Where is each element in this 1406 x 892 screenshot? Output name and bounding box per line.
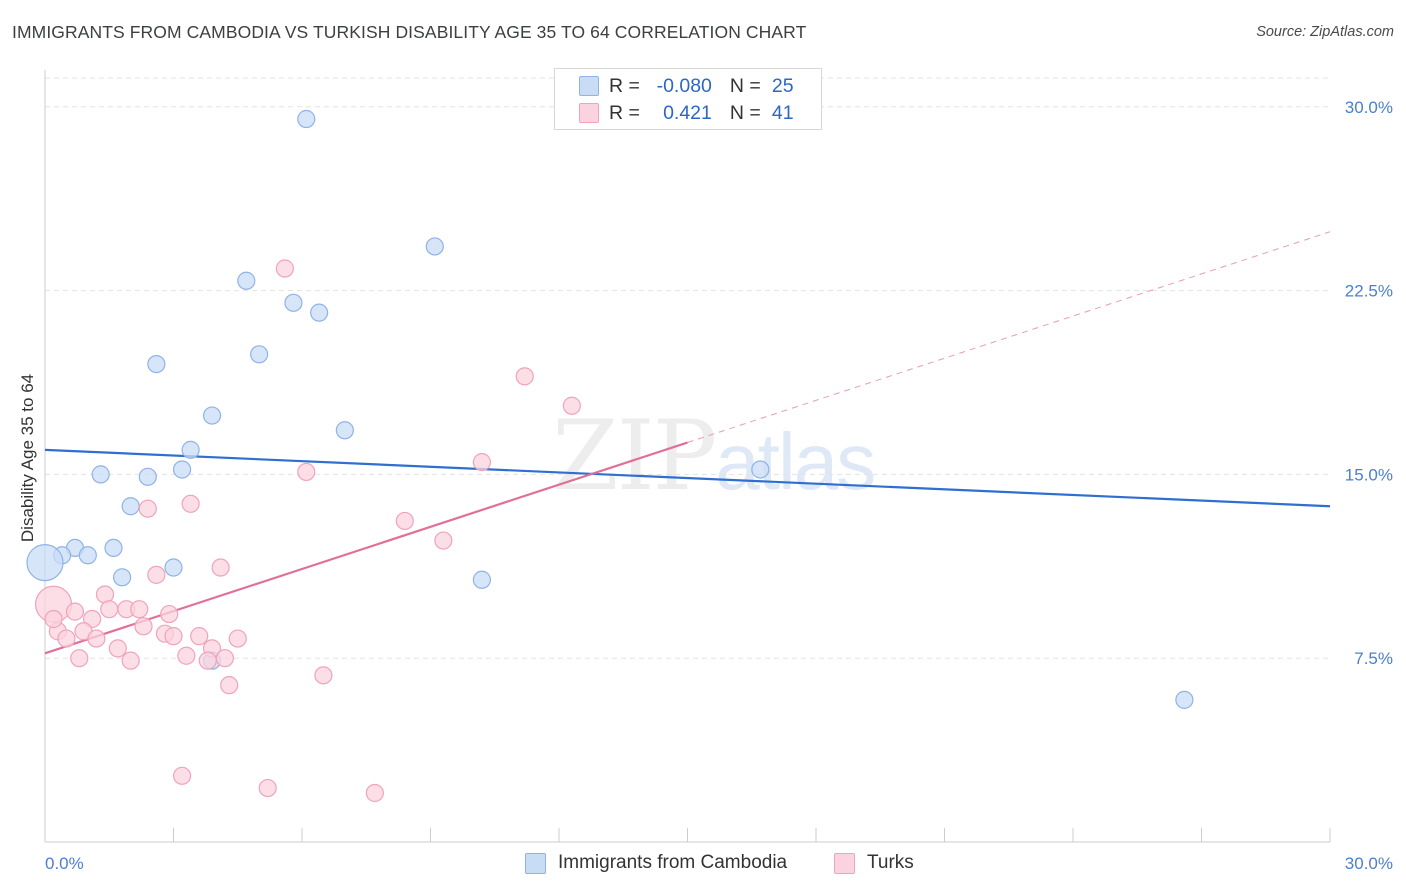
tick-labels: 7.5% 15.0% 22.5% 30.0% 0.0% 30.0% Disability A… — [18, 98, 1393, 873]
point-turks — [65, 602, 85, 621]
point-turks — [515, 367, 534, 386]
point-cambodia — [335, 421, 354, 440]
legend-r-value: 0.421 — [663, 101, 712, 124]
point-turks — [164, 627, 183, 646]
legend-n-value: 25 — [771, 74, 794, 97]
point-turks — [211, 558, 230, 577]
point-cambodia — [172, 460, 192, 479]
point-turks — [108, 639, 127, 658]
legend-n-value: 41 — [771, 101, 794, 124]
point-turks — [228, 629, 247, 648]
point-cambodia — [425, 237, 444, 256]
source-label: Source: ZipAtlas.com — [1256, 24, 1394, 40]
point-cambodia — [104, 538, 123, 558]
point-cambodia — [78, 546, 97, 565]
point-cambodia — [138, 467, 157, 486]
point-turks — [297, 462, 316, 482]
point-turks — [275, 259, 294, 278]
point-turks — [147, 565, 166, 584]
point-cambodia — [164, 558, 183, 577]
point-turks — [138, 499, 157, 518]
trend-line-cambodia — [44, 448, 1331, 508]
point-turks — [434, 531, 453, 550]
point-turks — [87, 629, 106, 648]
legend-swatch-blue — [579, 76, 599, 96]
point-turks — [215, 649, 234, 668]
point-cambodia — [112, 568, 132, 587]
watermark-zip: ZIP — [552, 400, 717, 512]
point-turks — [190, 627, 209, 646]
point-turks — [121, 651, 140, 670]
axes — [44, 70, 1331, 843]
trend-lines — [44, 231, 1331, 655]
point-cambodia — [250, 345, 269, 364]
watermark: ZIPatlas — [552, 400, 876, 512]
point-turks — [220, 676, 239, 695]
legend-label-cambodia: Immigrants from Cambodia — [558, 852, 788, 873]
x-tick-label: 0.0% — [45, 854, 84, 873]
point-turks — [181, 494, 200, 513]
point-cambodia — [310, 303, 329, 322]
chart-title: IMMIGRANTS FROM CAMBODIA VS TURKISH DISA… — [12, 22, 807, 42]
point-turks — [314, 666, 333, 685]
y-tick-label: 30.0% — [1345, 98, 1393, 117]
point-turks — [44, 609, 63, 629]
stats-legend: R = -0.080 N = 25 R = 0.421 N = 41 — [554, 68, 822, 130]
legend-r-label: R = — [609, 74, 640, 97]
legend-n-label: N = — [729, 101, 761, 124]
point-turks — [100, 600, 119, 619]
point-turks — [70, 649, 89, 668]
watermark-atlas: atlas — [715, 417, 876, 506]
legend-swatch-blue — [525, 852, 546, 874]
point-turks — [57, 629, 76, 648]
point-cambodia — [121, 497, 140, 516]
point-turks — [130, 600, 149, 619]
point-turks — [365, 783, 384, 803]
point-cambodia — [147, 354, 166, 374]
y-tick-label: 15.0% — [1345, 465, 1393, 484]
legend-r-label: R = — [609, 101, 640, 124]
grid-lines — [45, 77, 1330, 659]
legend-swatch-pink — [834, 852, 855, 874]
point-cambodia — [91, 465, 110, 484]
legend-row-turks: R = 0.421 N = 41 — [579, 101, 805, 125]
trend-line-turks — [44, 441, 688, 655]
point-turks — [177, 646, 196, 665]
point-turks — [134, 617, 153, 636]
point-turks — [172, 766, 192, 785]
y-tick-label: 22.5% — [1345, 282, 1393, 301]
legend-swatch-pink — [579, 103, 599, 123]
point-turks — [258, 778, 277, 798]
point-cambodia — [26, 544, 64, 582]
point-turks — [562, 396, 581, 415]
y-tick-label: 7.5% — [1354, 649, 1393, 668]
point-turks — [198, 651, 217, 670]
point-turks — [395, 511, 414, 531]
point-turks — [472, 453, 491, 472]
legend-item-turks: Turks — [834, 852, 914, 874]
point-cambodia — [181, 440, 200, 459]
legend-item-cambodia: Immigrants from Cambodia — [525, 852, 787, 874]
y-axis-label: Disability Age 35 to 64 — [18, 374, 37, 542]
legend-label-turks: Turks — [867, 852, 914, 873]
point-cambodia — [237, 271, 256, 290]
point-turks — [160, 604, 179, 624]
legend-n-label: N = — [729, 74, 761, 97]
point-cambodia — [202, 406, 222, 425]
legend-row-cambodia: R = -0.080 N = 25 — [579, 74, 805, 98]
data-points — [26, 109, 1194, 803]
point-cambodia — [751, 460, 770, 479]
point-cambodia — [284, 293, 303, 312]
point-cambodia — [1175, 690, 1194, 709]
legend-r-value: -0.080 — [656, 74, 712, 97]
point-cambodia — [297, 109, 316, 129]
series-legend: Immigrants from Cambodia Turks — [0, 852, 1406, 878]
point-cambodia — [472, 570, 491, 589]
trend-line-turks-extension — [687, 231, 1331, 443]
x-tick-label: 30.0% — [1345, 854, 1393, 873]
